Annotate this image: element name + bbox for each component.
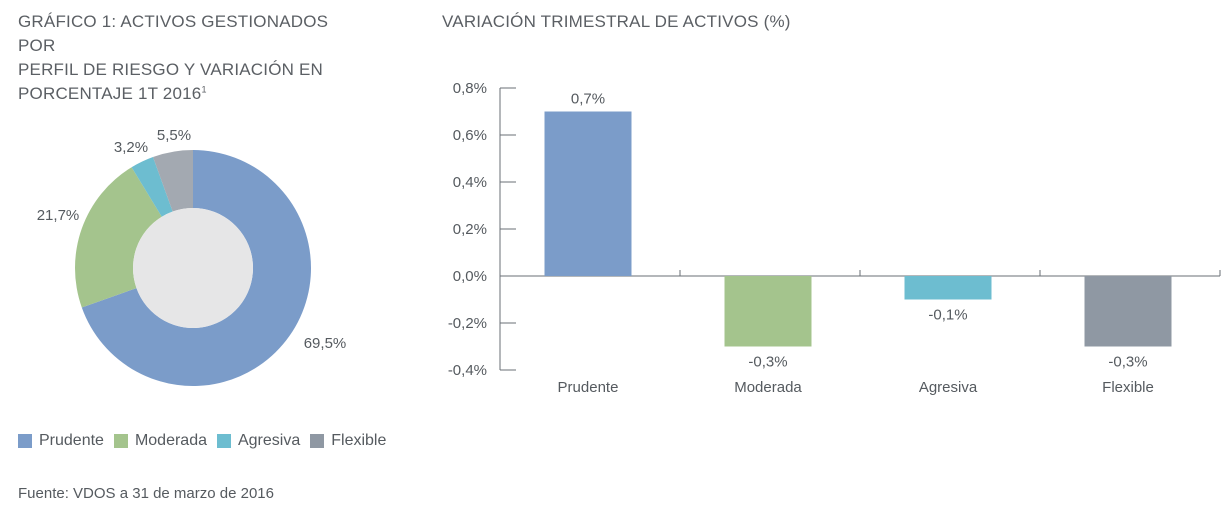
legend-item-flexible: Flexible [310, 432, 386, 450]
y-tick-label: 0,4% [453, 174, 487, 191]
x-category-label-agresiva: Agresiva [919, 379, 978, 396]
legend-swatch [18, 434, 32, 448]
legend-label: Flexible [331, 432, 387, 449]
donut-title-line-3: PORCENTAJE 1T 20161 [18, 82, 358, 106]
bar-prudente [544, 111, 632, 276]
donut-slice-flexible [152, 150, 193, 212]
y-tick-label: 0,6% [453, 127, 487, 144]
legend-swatch [113, 434, 128, 448]
donut-center [133, 208, 253, 328]
legend-item-agresiva: Agresiva [216, 432, 301, 450]
donut-title-line-1: GRÁFICO 1: ACTIVOS GESTIONADOS POR [18, 12, 329, 55]
legend-label: Agresiva [237, 432, 301, 449]
legend-item-moderada: Moderada [113, 432, 207, 450]
legend-swatch [216, 434, 231, 448]
donut-chart: 69,5% 21,7% 3,2% 5,5% [37, 127, 347, 387]
legend-label: Moderada [134, 432, 207, 449]
y-tick-label: 0,8% [453, 80, 487, 97]
donut-label-agresiva: 3,2% [114, 139, 148, 156]
y-tick-label: 0,2% [453, 221, 487, 238]
bar-agresiva [904, 276, 992, 300]
legend-swatch [310, 434, 325, 448]
bar-moderada [724, 276, 812, 347]
x-category-label-flexible: Flexible [1102, 379, 1154, 396]
donut-label-flexible: 5,5% [157, 127, 191, 144]
bar-value-label-agresiva: -0,1% [928, 307, 967, 324]
donut-label-moderada: 21,7% [37, 207, 80, 224]
legend-label: Prudente [39, 432, 104, 449]
footnote-marker: 1 [201, 84, 207, 95]
bar-flexible [1084, 276, 1172, 347]
donut-label-prudente: 69,5% [304, 335, 347, 352]
donut-slice-moderada [74, 167, 162, 308]
donut-title-line-3-text: PORCENTAJE 1T 2016 [18, 84, 202, 103]
y-tick-label: -0,2% [448, 315, 487, 332]
bar-value-label-prudente: 0,7% [571, 91, 605, 108]
x-category-label-moderada: Moderada [734, 379, 802, 396]
bar-value-label-flexible: -0,3% [1108, 354, 1147, 371]
donut-slice-prudente [81, 150, 311, 387]
y-tick-label: -0,4% [448, 362, 487, 379]
source-note: Fuente: VDOS a 31 de marzo de 2016 [18, 485, 274, 502]
legend-item-prudente: Prudente [18, 432, 104, 450]
donut-slice-agresiva [131, 156, 173, 217]
donut-chart-title: GRÁFICO 1: ACTIVOS GESTIONADOS POR PERFI… [18, 10, 358, 106]
bar-chart: 0,8% 0,6% 0,4% 0,2% 0,0% -0,2% -0,4% 0,7% Pruden… [448, 80, 1221, 396]
bar-value-label-moderada: -0,3% [748, 354, 787, 371]
bar-chart-title: VARIACIÓN TRIMESTRAL DE ACTIVOS (%) [442, 12, 791, 31]
y-tick-label: 0,0% [453, 268, 487, 285]
x-category-label-prudente: Prudente [558, 379, 619, 396]
donut-title-line-2: PERFIL DE RIESGO Y VARIACIÓN EN [18, 60, 324, 79]
chart-legend: Prudente Moderada Agresiva Flexible [18, 432, 396, 450]
